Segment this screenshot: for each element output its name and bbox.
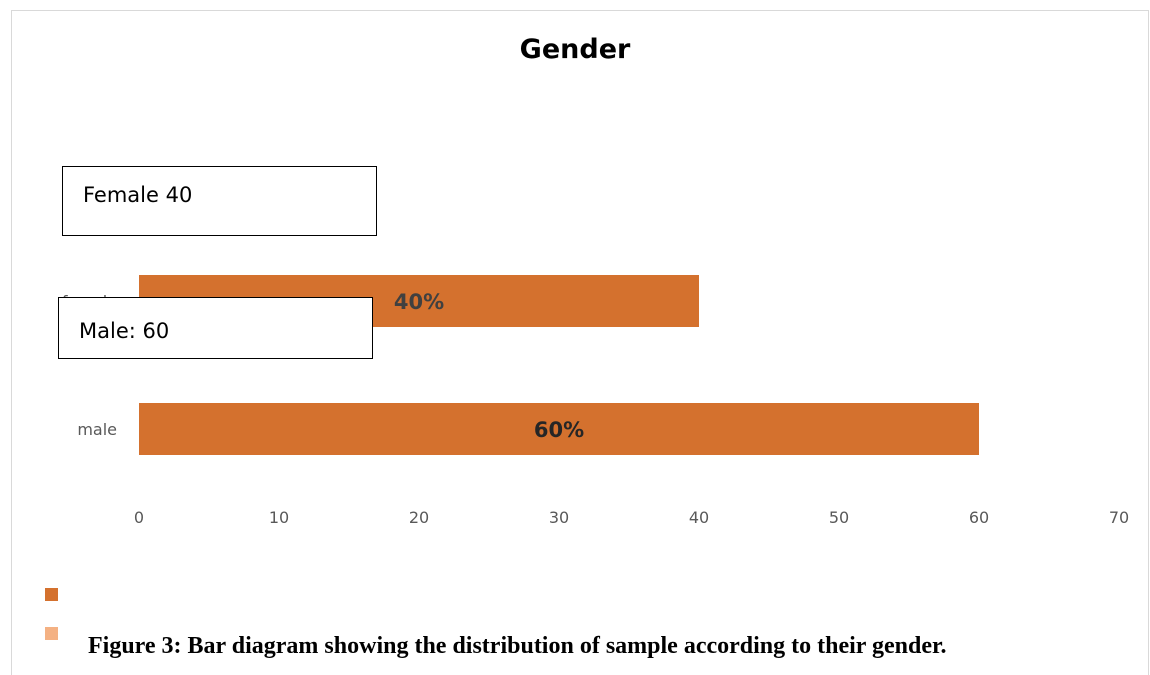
x-tick-label: 50 xyxy=(829,508,849,527)
x-tick-label: 70 xyxy=(1109,508,1129,527)
data-label-male: 60% xyxy=(534,418,584,442)
x-tick-label: 40 xyxy=(689,508,709,527)
x-tick-label: 20 xyxy=(409,508,429,527)
x-tick-label: 0 xyxy=(134,508,144,527)
chart-frame xyxy=(11,10,1149,675)
data-label-female: 40% xyxy=(394,290,444,314)
figure-caption: Figure 3: Bar diagram showing the distri… xyxy=(88,633,947,659)
chart-title: Gender xyxy=(519,34,631,65)
category-label-male: male xyxy=(77,420,117,439)
x-tick-label: 30 xyxy=(549,508,569,527)
legend-swatch-secondary xyxy=(45,627,58,640)
male-annotation-box: Male: 60 xyxy=(58,297,373,359)
female-annotation-box: Female 40 xyxy=(62,166,377,236)
bar-male xyxy=(139,403,979,455)
legend-swatch-series xyxy=(45,588,58,601)
x-tick-label: 10 xyxy=(269,508,289,527)
x-tick-label: 60 xyxy=(969,508,989,527)
